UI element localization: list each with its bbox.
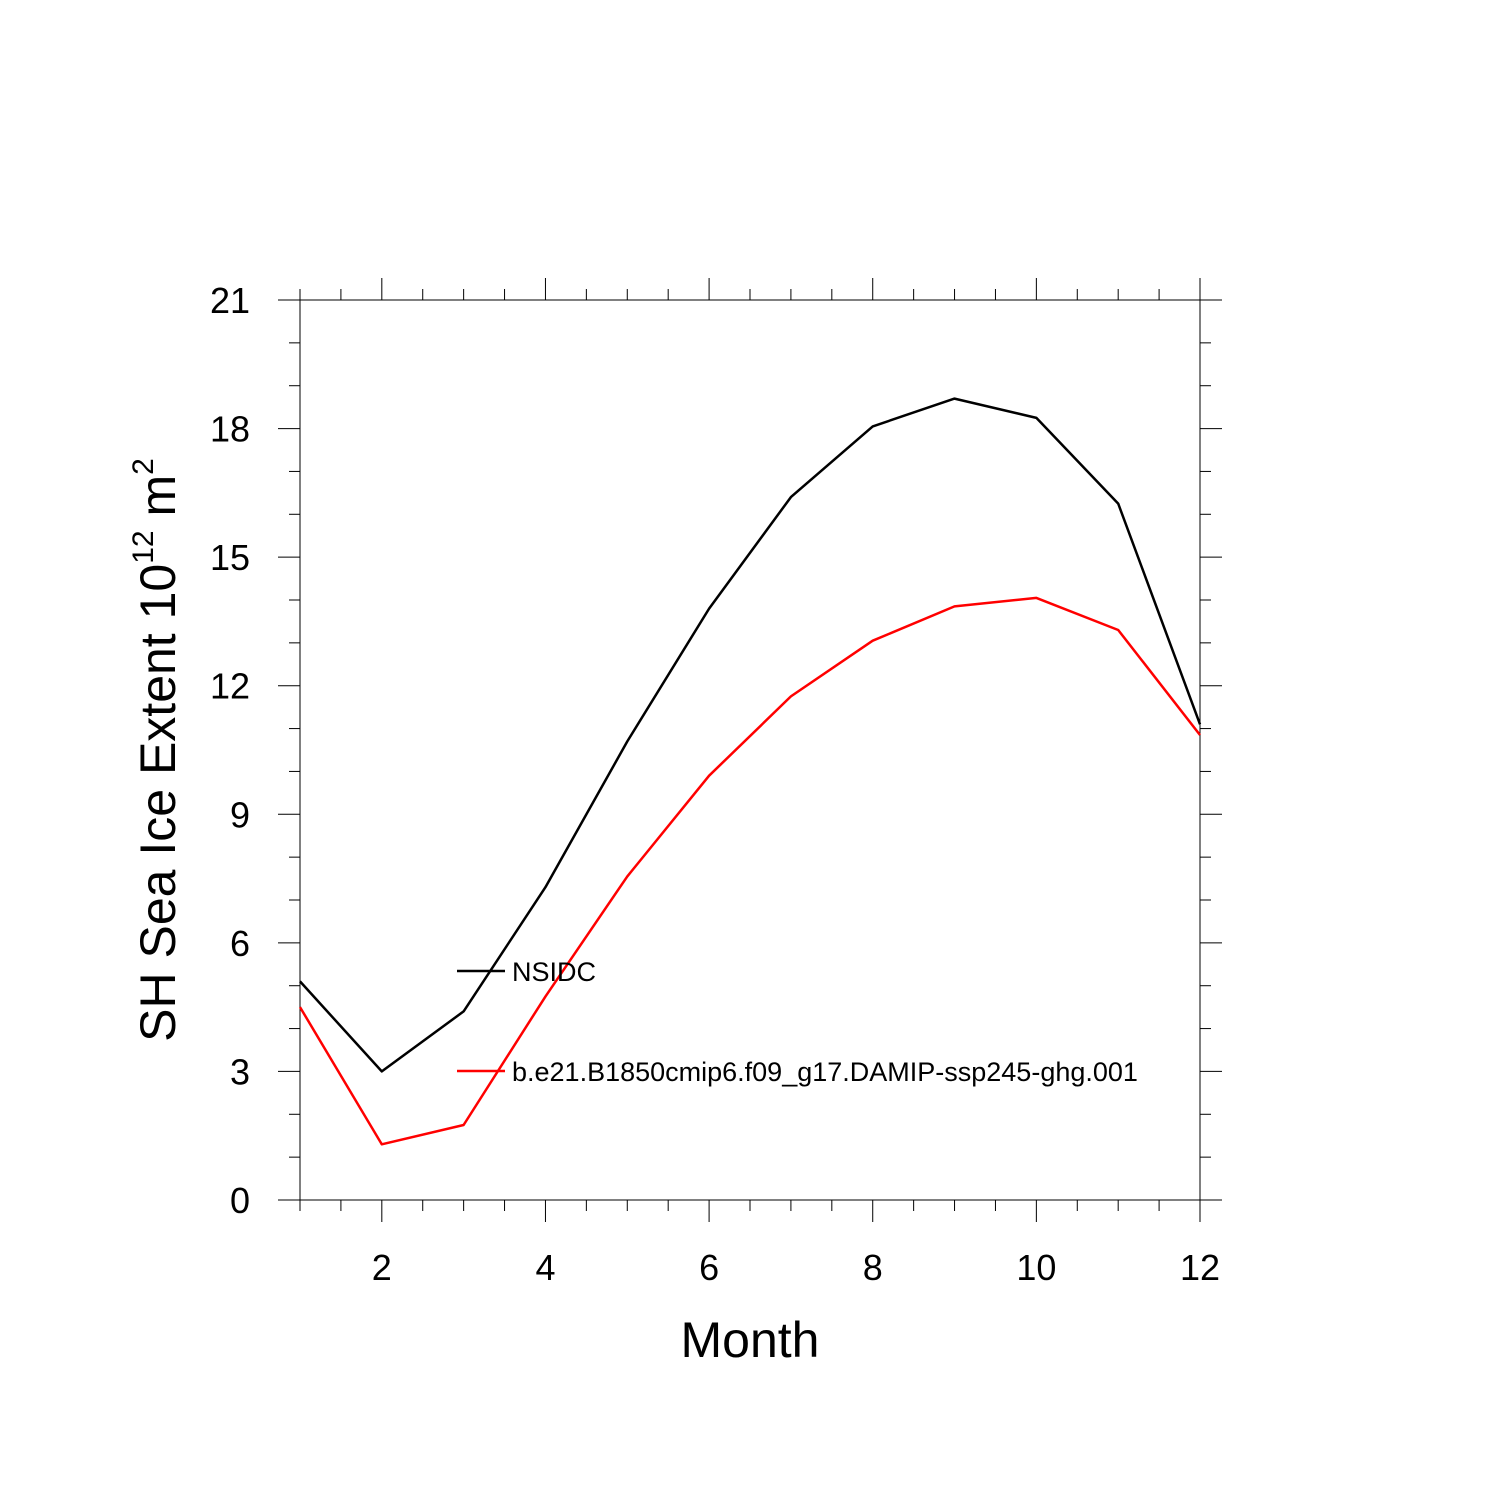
series-lines: [298, 397, 1202, 1146]
y-tick-label: 0: [230, 1180, 250, 1221]
x-tick-label: 2: [372, 1247, 392, 1288]
y-axis-title-main: SH Sea Ice Extent 10: [130, 564, 186, 1042]
y-tick-label: 3: [230, 1051, 250, 1092]
axis-ticks: [278, 278, 1222, 1222]
tick-labels: 2 4 6 8 10 12 0 3 6 9 12 15 18 21: [210, 280, 1220, 1288]
y-tick-label: 9: [230, 794, 250, 835]
y-axis-title-exponent: 12: [127, 530, 160, 563]
series-line-2: [298, 596, 1201, 1146]
x-tick-label: 10: [1016, 1247, 1056, 1288]
x-tick-label: 6: [699, 1247, 719, 1288]
legend-label: b.e21.B1850cmip6.f09_g17.DAMIP-ssp245-gh…: [512, 1057, 1138, 1087]
x-tick-label: 8: [863, 1247, 883, 1288]
y-axis-title-unit-exponent: 2: [127, 458, 160, 475]
y-tick-label: 15: [210, 537, 250, 578]
x-axis-title: Month: [681, 1312, 820, 1368]
x-tick-label: 4: [535, 1247, 555, 1288]
y-tick-label: 21: [210, 280, 250, 321]
y-axis-title-unit: m: [130, 475, 186, 517]
y-tick-label: 12: [210, 666, 250, 707]
y-tick-label: 18: [210, 409, 250, 450]
y-tick-label: 6: [230, 923, 250, 964]
legend: NSIDC b.e21.B1850cmip6.f09_g17.DAMIP-ssp2…: [457, 957, 1138, 1087]
series-line-1: [299, 397, 1202, 1073]
legend-label: NSIDC: [512, 957, 596, 987]
y-axis-title-space: [130, 517, 186, 531]
y-axis-title: SH Sea Ice Extent 1012 m2: [127, 458, 186, 1042]
x-tick-label: 12: [1180, 1247, 1220, 1288]
